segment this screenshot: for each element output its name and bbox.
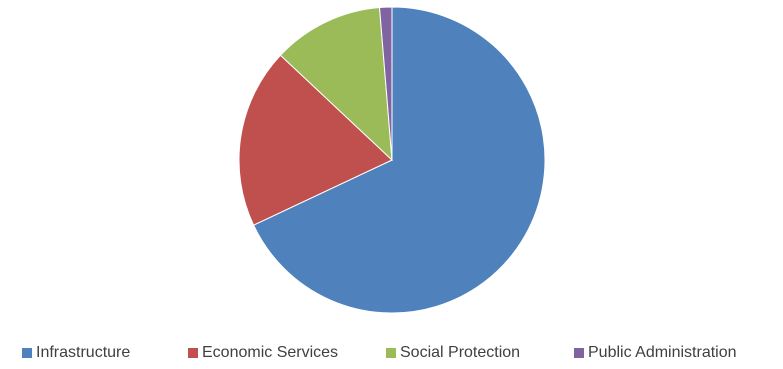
legend-swatch-infrastructure [22, 348, 32, 358]
legend-label-social-protection: Social Protection [400, 344, 521, 361]
legend-label-public-administration: Public Administration [588, 344, 737, 361]
chart-legend: Infrastructure Economic Services Social … [0, 344, 783, 366]
legend-item-economic-services: Economic Services [188, 344, 338, 362]
legend-swatch-economic-services [188, 348, 198, 358]
pie-slice-social-protection [279, 6, 393, 162]
legend-label-infrastructure: Infrastructure [36, 344, 131, 361]
pie-chart [238, 6, 546, 314]
legend-item-infrastructure: Infrastructure [22, 344, 130, 362]
legend-item-public-administration: Public Administration [574, 344, 737, 362]
legend-swatch-social-protection [386, 348, 396, 358]
pie-slices [238, 6, 546, 314]
pie-slice-infrastructure [252, 6, 546, 314]
legend-item-social-protection: Social Protection [386, 344, 520, 362]
legend-swatch-public-administration [574, 348, 584, 358]
pie-slice-economic-services [238, 54, 393, 226]
pie-slice-public-administration [378, 6, 393, 161]
legend-label-economic-services: Economic Services [202, 344, 339, 361]
